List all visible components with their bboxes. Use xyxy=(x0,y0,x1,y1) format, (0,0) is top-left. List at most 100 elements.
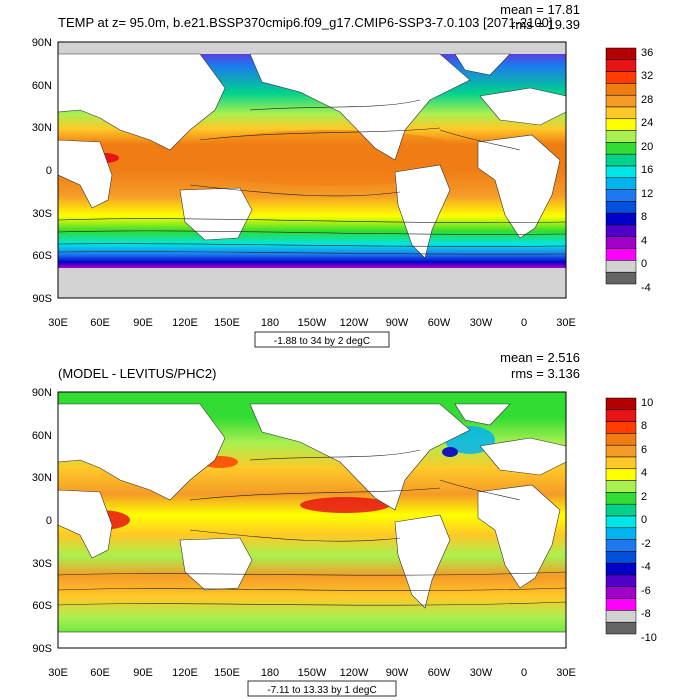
panel-1-south-america xyxy=(394,164,451,259)
lon-label: 150E xyxy=(214,317,240,329)
lat-label: 60N xyxy=(32,430,52,442)
colorbar-swatch xyxy=(605,503,637,517)
colorbar-swatch xyxy=(605,539,637,552)
panel-1-map xyxy=(57,41,567,299)
panel-1-contour xyxy=(189,184,401,197)
panel-2-south-america xyxy=(394,514,451,609)
colorbar-swatch xyxy=(605,574,637,588)
panel-2: (MODEL - LEVITUS/PHC2) mean = 2.516 rms … xyxy=(32,350,657,697)
colorbar-label: -8 xyxy=(641,608,651,620)
panel-1-north-america xyxy=(249,53,471,161)
panel-2-colorbar-swatches xyxy=(605,397,637,635)
panel-1-contour xyxy=(57,243,567,247)
panel-2-rms: rms = 3.136 xyxy=(511,366,580,381)
panel-2-africa-east xyxy=(57,489,113,559)
panel-2-contour xyxy=(57,601,567,606)
colorbar-swatch xyxy=(605,130,637,143)
panel-2-contour-info: -7.11 to 13.33 by 1 degC xyxy=(267,685,376,696)
colorbar-swatch xyxy=(605,551,637,564)
panel-2-title: (MODEL - LEVITUS/PHC2) xyxy=(58,366,216,381)
lat-label: 0 xyxy=(46,165,52,177)
lon-label: 60W xyxy=(428,317,451,329)
panel-2-africa xyxy=(477,484,561,589)
colorbar-swatch xyxy=(605,106,637,120)
colorbar-swatch xyxy=(605,59,637,72)
lon-label: 180 xyxy=(261,317,279,329)
panel-1-frame xyxy=(57,41,567,299)
panel-2-contour-info-box xyxy=(247,680,397,697)
lon-label: 0 xyxy=(521,667,527,679)
panel-2-map xyxy=(57,391,567,649)
colorbar-swatch xyxy=(605,456,637,470)
panel-1-arctic-ice xyxy=(58,42,566,54)
colorbar-label: -2 xyxy=(641,538,651,550)
colorbar-label: 12 xyxy=(641,188,653,200)
colorbar-label: 20 xyxy=(641,141,653,153)
panel-1-contour-info-box xyxy=(254,331,390,348)
lon-label: 30W xyxy=(470,667,493,679)
lon-label: 30E xyxy=(556,317,576,329)
lon-label: 120E xyxy=(172,667,198,679)
panel-1-lat-axis: 90N 60N 30N 0 30S 60S 90S xyxy=(32,37,52,305)
panel-2-frame xyxy=(57,391,567,649)
colorbar-swatch xyxy=(605,201,637,214)
lon-label: 60E xyxy=(90,317,110,329)
colorbar-label: 0 xyxy=(641,258,647,270)
lat-label: 60N xyxy=(32,80,52,92)
colorbar-label: -4 xyxy=(641,282,651,294)
colorbar-swatch xyxy=(605,515,637,529)
lat-label: 30N xyxy=(32,472,52,484)
colorbar-swatch xyxy=(605,224,637,238)
colorbar-swatch xyxy=(605,142,637,155)
panel-2-hot-anomaly xyxy=(300,497,390,513)
panel-1-contour xyxy=(439,129,521,151)
lon-label: 120W xyxy=(340,667,369,679)
colorbar-label: -10 xyxy=(641,632,657,644)
panel-1-contour xyxy=(57,218,567,223)
lat-label: 90N xyxy=(32,37,52,49)
panel-1-contours xyxy=(57,99,567,255)
panel-2-contour xyxy=(57,587,567,591)
panel-2-contour xyxy=(189,487,441,501)
panel-1-colorbar-labels: 36 32 28 24 20 16 12 8 4 0 -4 xyxy=(641,47,653,294)
colorbar-swatch xyxy=(605,271,637,285)
panel-1: TEMP at z= 95.0m, b.e21.BSSP370cmip6.f09… xyxy=(32,2,653,348)
colorbar-label: 24 xyxy=(641,117,653,129)
colorbar-swatch xyxy=(605,165,637,179)
colorbar-label: -4 xyxy=(641,561,651,573)
colorbar-swatch xyxy=(605,468,637,481)
lon-label: 150E xyxy=(214,667,240,679)
panel-2-colorbar-labels: 10 8 6 4 2 0 -2 -4 -6 -8 -10 xyxy=(641,397,657,644)
colorbar-swatch xyxy=(605,94,637,108)
panel-2-north-america xyxy=(249,403,471,511)
colorbar-label: 0 xyxy=(641,514,647,526)
colorbar-swatch xyxy=(605,177,637,190)
lat-label: 30S xyxy=(32,208,52,220)
panel-2-mean: mean = 2.516 xyxy=(500,350,580,365)
colorbar-swatch xyxy=(605,492,637,505)
colorbar-swatch xyxy=(605,248,637,261)
colorbar-label: 36 xyxy=(641,47,653,59)
colorbar-label: 32 xyxy=(641,70,653,82)
panel-2-contours xyxy=(57,449,567,606)
panel-1-eurasia-west xyxy=(57,53,226,151)
colorbar-swatch xyxy=(605,527,637,540)
panel-1-antarctic-ice xyxy=(58,268,566,298)
colorbar-label: 4 xyxy=(641,235,647,247)
panel-2-lat-axis: 90N 60N 30N 0 30S 60S 90S xyxy=(32,387,52,655)
panel-2-contour xyxy=(57,571,567,576)
lon-label: 30E xyxy=(48,667,68,679)
colorbar-label: 28 xyxy=(641,94,653,106)
colorbar-swatch xyxy=(605,189,637,202)
colorbar-label: 4 xyxy=(641,467,647,479)
lat-label: 90S xyxy=(32,293,52,305)
colorbar-swatch xyxy=(605,212,637,226)
panel-1-lon-axis: 30E 60E 90E 120E 150E 180 150W 120W 90W … xyxy=(48,317,576,329)
panel-2-colorbar: 10 8 6 4 2 0 -2 -4 -6 -8 -10 xyxy=(605,397,657,644)
colorbar-swatch xyxy=(605,562,637,576)
colorbar-swatch xyxy=(605,397,637,411)
colorbar-label: 10 xyxy=(641,397,653,409)
colorbar-swatch xyxy=(605,236,637,249)
panel-1-contour xyxy=(249,99,421,111)
